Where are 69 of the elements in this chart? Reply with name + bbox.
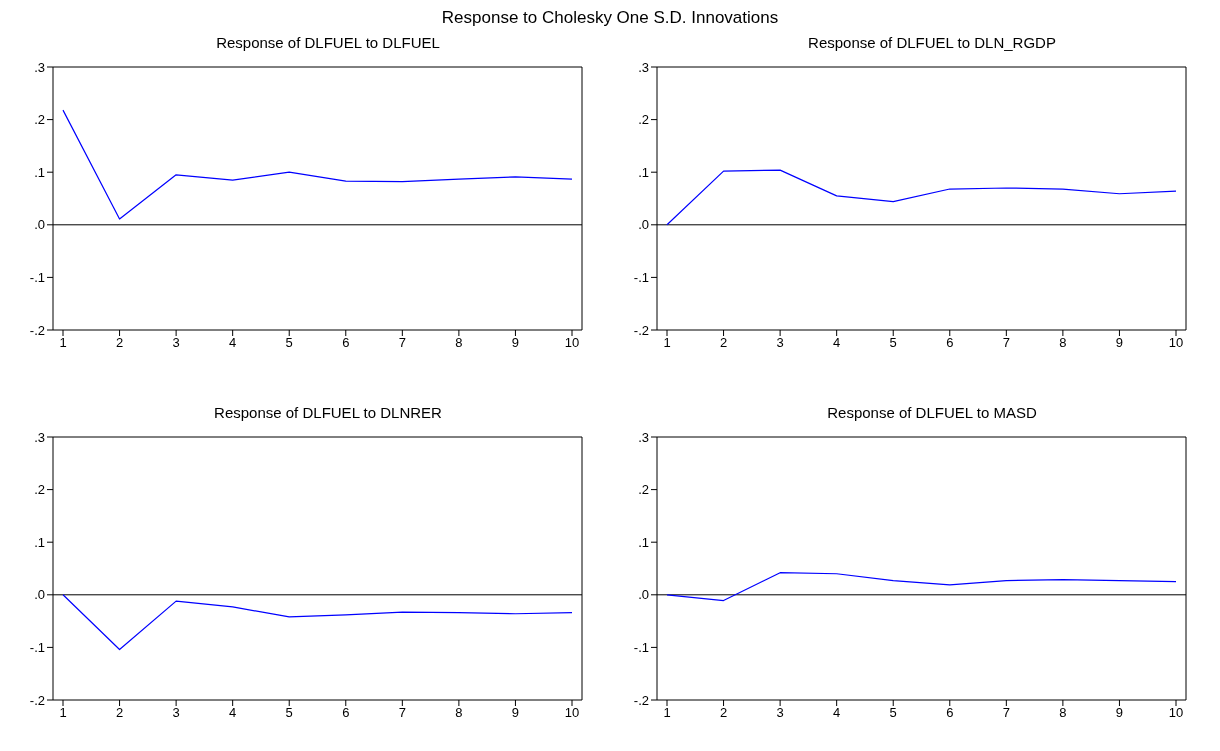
y-tick-label: .1 (34, 164, 45, 180)
x-tick-label: 7 (1002, 705, 1010, 721)
x-tick-label: 3 (776, 335, 784, 351)
x-tick-label: 3 (776, 705, 784, 721)
x-tick-label: 6 (946, 705, 954, 721)
x-tick-label: 8 (455, 335, 463, 351)
x-tick-label: 1 (59, 705, 67, 721)
y-tick-label: .1 (638, 164, 649, 180)
x-tick-label: 6 (946, 335, 954, 351)
chart-title: Response of DLFUEL to MASD (826, 404, 1038, 423)
y-tick-label: .0 (34, 217, 45, 233)
x-tick-label: 2 (115, 335, 124, 351)
chart-title: Response of DLFUEL to DLFUEL (215, 34, 441, 53)
x-tick-label: 5 (285, 705, 293, 721)
x-tick-label: 3 (172, 335, 180, 351)
y-tick-label: .0 (638, 217, 649, 233)
x-tick-label: 9 (511, 335, 520, 351)
y-tick-label: -.2 (29, 322, 45, 338)
y-tick-label: .2 (34, 112, 45, 128)
y-tick-label: -.1 (29, 640, 45, 656)
chart-title: Response of DLFUEL to DLN_RGDP (807, 34, 1057, 53)
y-tick-label: -.2 (29, 692, 45, 708)
y-tick-label: .2 (34, 482, 45, 498)
x-tick-label: 4 (229, 335, 237, 351)
y-tick-label: -.1 (633, 640, 649, 656)
x-tick-label: 4 (229, 705, 237, 721)
x-tick-label: 2 (719, 705, 728, 721)
chart-title: Response of DLFUEL to DLNRER (213, 404, 443, 423)
x-tick-label: 10 (1168, 335, 1184, 351)
y-tick-label: .3 (638, 429, 649, 445)
x-tick-label: 2 (115, 705, 124, 721)
x-tick-label: 3 (172, 705, 180, 721)
x-tick-label: 6 (342, 705, 350, 721)
y-tick-label: .1 (34, 534, 45, 550)
y-tick-label: .1 (638, 534, 649, 550)
y-tick-label: .3 (638, 59, 649, 75)
x-tick-label: 9 (1115, 335, 1124, 351)
x-tick-label: 2 (719, 335, 728, 351)
y-tick-label: -.2 (633, 692, 649, 708)
x-tick-label: 10 (564, 335, 580, 351)
x-tick-label: 9 (1115, 705, 1124, 721)
x-tick-label: 4 (833, 705, 841, 721)
x-tick-label: 6 (342, 335, 350, 351)
y-tick-label: .2 (638, 112, 649, 128)
text: Response to Cholesky One S.D. Innovations (440, 8, 780, 29)
x-tick-label: 9 (511, 705, 520, 721)
x-tick-label: 10 (564, 705, 580, 721)
y-tick-label: .3 (34, 429, 45, 445)
x-tick-label: 8 (1059, 705, 1067, 721)
y-tick-label: -.1 (633, 270, 649, 286)
x-tick-label: 8 (1059, 335, 1067, 351)
y-tick-label: .0 (34, 587, 45, 603)
y-tick-label: -.1 (29, 270, 45, 286)
y-tick-label: .2 (638, 482, 649, 498)
x-tick-label: 1 (59, 335, 67, 351)
x-tick-label: 7 (398, 705, 406, 721)
x-tick-label: 1 (663, 705, 671, 721)
x-tick-label: 5 (889, 705, 897, 721)
x-tick-label: 4 (833, 335, 841, 351)
y-tick-label: .0 (638, 587, 649, 603)
x-tick-label: 7 (398, 335, 406, 351)
x-tick-label: 8 (455, 705, 463, 721)
x-tick-label: 1 (663, 335, 671, 351)
x-tick-label: 10 (1168, 705, 1184, 721)
x-tick-label: 5 (285, 335, 293, 351)
x-tick-label: 5 (889, 335, 897, 351)
y-tick-label: .3 (34, 59, 45, 75)
y-tick-label: -.2 (633, 322, 649, 338)
x-tick-label: 7 (1002, 335, 1010, 351)
